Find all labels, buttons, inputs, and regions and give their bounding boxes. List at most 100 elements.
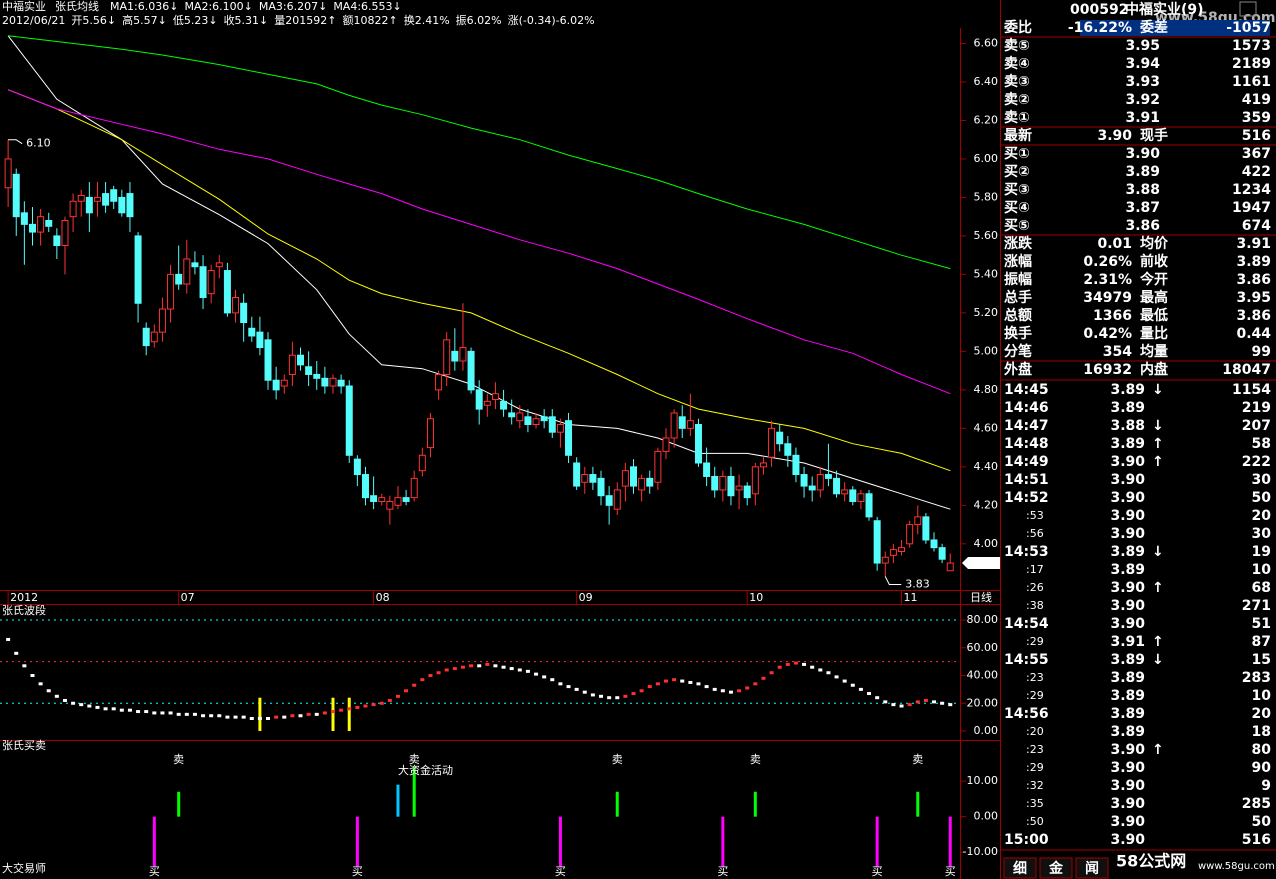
quote-value: 0.26% bbox=[1083, 254, 1132, 270]
wave-dash bbox=[209, 714, 214, 718]
tab-label[interactable]: 细 bbox=[1013, 860, 1027, 877]
candle-body bbox=[808, 485, 816, 491]
quote-value: 0.44 bbox=[1236, 326, 1271, 342]
order-label: 买② bbox=[1004, 164, 1030, 180]
wave-dash bbox=[257, 717, 262, 721]
tab[interactable] bbox=[1039, 857, 1073, 879]
wave-dash bbox=[71, 701, 76, 705]
candle-body bbox=[491, 393, 499, 400]
legend-entry: MA4:6.553↓ bbox=[333, 0, 401, 13]
sells-bar bbox=[753, 791, 757, 817]
wave-dash bbox=[274, 715, 279, 719]
wave-dash bbox=[826, 671, 831, 675]
tick-arrow: ↓ bbox=[1152, 652, 1164, 668]
candle-body bbox=[313, 373, 321, 379]
quote-value: 34979 bbox=[1083, 290, 1132, 306]
candle-body bbox=[475, 389, 483, 410]
stock-name: 中福实业(9) bbox=[1125, 1, 1204, 18]
candle-body bbox=[483, 400, 491, 406]
candle-body bbox=[597, 477, 605, 497]
indicator-title: 张氏均线 bbox=[55, 0, 99, 13]
sells-label: 卖 bbox=[612, 753, 623, 766]
sells-label: 卖 bbox=[912, 753, 923, 766]
wave-dash bbox=[672, 678, 677, 682]
wave-dash bbox=[233, 715, 238, 719]
wave-dash bbox=[6, 637, 11, 641]
tick-time: :23 bbox=[1026, 743, 1044, 756]
quote-value: 1366 bbox=[1093, 308, 1132, 324]
tick-volume: 18 bbox=[1252, 724, 1271, 740]
wave-dash bbox=[176, 712, 181, 716]
wave-dash bbox=[534, 672, 539, 676]
candle-body bbox=[20, 212, 28, 225]
tick-price: 3.90 bbox=[1110, 778, 1145, 794]
order-label: 卖① bbox=[1004, 109, 1030, 126]
high-pointer bbox=[8, 139, 23, 145]
signal-bar bbox=[347, 697, 351, 731]
wave-dash bbox=[753, 682, 758, 686]
tick-time: :50 bbox=[1026, 815, 1044, 828]
y-tick-label: 40.00 bbox=[967, 669, 999, 682]
tab-label[interactable]: 金 bbox=[1048, 860, 1064, 877]
candle-body bbox=[110, 189, 118, 202]
info-item: 低5.23↓ bbox=[173, 14, 218, 27]
candle-body bbox=[776, 431, 784, 445]
tick-price: 3.89 bbox=[1110, 706, 1145, 722]
candle-body bbox=[321, 377, 329, 387]
sells-bar bbox=[412, 766, 416, 817]
candle-body bbox=[167, 273, 175, 310]
wave-dash bbox=[802, 662, 807, 666]
candle-body bbox=[946, 562, 954, 572]
tick-price: 3.89 bbox=[1110, 544, 1145, 560]
wave-dash bbox=[558, 682, 563, 686]
candle-body bbox=[288, 354, 296, 375]
tab[interactable] bbox=[1003, 857, 1037, 879]
y-tick-label: 0.00 bbox=[974, 724, 999, 737]
info-item: 振6.02% bbox=[456, 13, 502, 27]
buys-bar bbox=[948, 816, 952, 867]
wave-dash bbox=[647, 685, 652, 689]
tab[interactable] bbox=[1075, 857, 1109, 879]
candle-body bbox=[394, 497, 402, 506]
candle-body bbox=[28, 223, 36, 233]
wave-dash bbox=[363, 704, 368, 708]
buys-label: 买 bbox=[555, 865, 566, 878]
quote-label: 量比 bbox=[1140, 325, 1168, 342]
tick-price: 3.89 bbox=[1110, 562, 1145, 578]
info-item: 额10822↑ bbox=[343, 14, 398, 27]
wave-dash bbox=[379, 701, 384, 705]
wave-dash bbox=[14, 651, 19, 655]
wave-dash bbox=[298, 714, 303, 718]
x-tick-label: 08 bbox=[376, 591, 390, 604]
candle-body bbox=[556, 424, 564, 433]
info-item: 量201592↑ bbox=[274, 14, 336, 27]
candle-body bbox=[85, 196, 93, 214]
tick-arrow: ↑ bbox=[1152, 436, 1164, 452]
sells-label: 卖 bbox=[409, 753, 420, 766]
candle-body bbox=[857, 493, 865, 502]
info-item: 开5.56↓ bbox=[71, 14, 116, 27]
y-tick-label: 5.00 bbox=[974, 344, 999, 357]
wave-dash bbox=[850, 683, 855, 687]
tab-label[interactable]: 闻 bbox=[1085, 860, 1099, 877]
wave-dash bbox=[160, 711, 165, 715]
tick-price: 3.89 bbox=[1110, 688, 1145, 704]
tick-time: :23 bbox=[1026, 671, 1044, 684]
quote-label: 总额 bbox=[1004, 307, 1032, 324]
info-item: 收5.31↓ bbox=[224, 13, 269, 27]
order-price: 3.86 bbox=[1125, 218, 1160, 234]
tick-arrow: ↑ bbox=[1152, 742, 1164, 758]
quote-value: 3.89 bbox=[1236, 254, 1271, 270]
y-tick-label: 5.20 bbox=[974, 306, 999, 319]
wave-dash bbox=[412, 683, 417, 687]
order-label: 卖④ bbox=[1004, 55, 1030, 72]
candle-body bbox=[792, 454, 800, 476]
y-tick-label: 4.20 bbox=[974, 498, 999, 511]
icon[interactable] bbox=[1239, 1, 1257, 17]
x-tick-label: 09 bbox=[579, 591, 593, 604]
wave-dash bbox=[168, 711, 173, 715]
low-pointer bbox=[884, 576, 902, 586]
wave-dash bbox=[769, 671, 774, 675]
candle-body bbox=[215, 262, 223, 268]
